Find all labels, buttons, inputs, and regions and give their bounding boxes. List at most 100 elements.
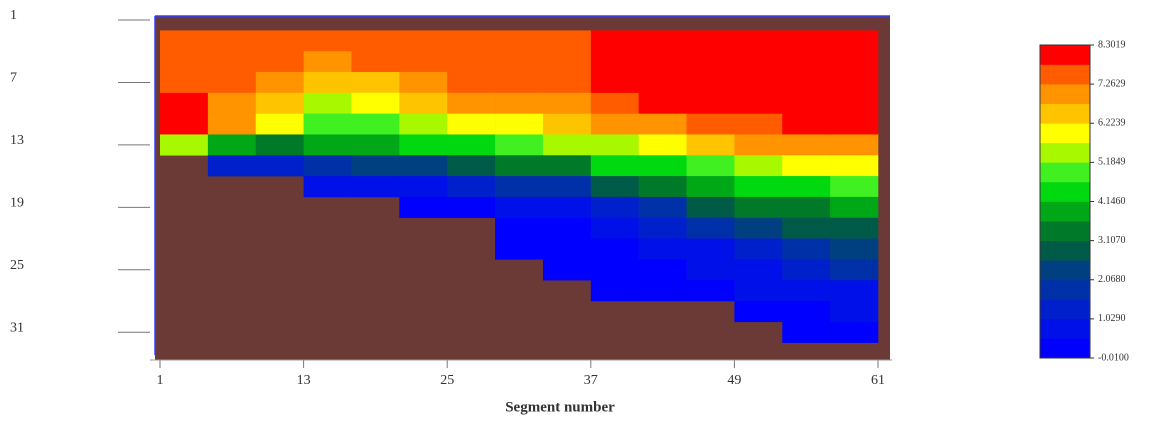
heat-cell — [734, 155, 783, 177]
heat-cell — [638, 72, 687, 94]
heat-cell — [734, 300, 783, 323]
x-tick-label: 49 — [727, 373, 741, 388]
heat-cell — [686, 92, 735, 114]
heat-cell — [542, 176, 592, 198]
heat-cell — [207, 30, 257, 52]
heat-cell — [686, 280, 735, 302]
x-tick-label: 13 — [297, 373, 311, 388]
heat-cell — [830, 321, 879, 343]
heat-cell — [590, 155, 639, 177]
heat-cell — [638, 155, 687, 177]
heat-cell — [303, 92, 352, 114]
heat-cell — [447, 134, 496, 156]
heat-cell — [638, 238, 687, 260]
colorbar-step — [1040, 123, 1090, 144]
heat-cell — [734, 259, 783, 281]
heat-cell — [734, 280, 783, 302]
heat-cell — [255, 155, 304, 177]
heat-cell — [351, 134, 400, 156]
colorbar-tick-label: 8.3019 — [1098, 39, 1126, 50]
heat-cell — [734, 30, 783, 52]
colorbar-step — [1040, 142, 1090, 163]
heat-cell — [782, 155, 831, 177]
heat-cell — [495, 238, 544, 260]
heat-cell — [734, 113, 783, 135]
heat-cell — [399, 72, 448, 94]
heat-cell — [542, 259, 592, 281]
heat-cell — [590, 92, 639, 114]
heat-cell — [782, 217, 831, 239]
x-axis-label: Segment number — [505, 399, 615, 415]
colorbar-step — [1040, 221, 1090, 241]
heat-cell — [686, 134, 735, 156]
heat-cell — [351, 113, 400, 135]
heat-cell — [351, 72, 400, 94]
heat-cell — [830, 217, 879, 239]
heat-cell — [303, 155, 352, 177]
heat-cell — [782, 51, 831, 73]
heat-cell — [495, 134, 544, 156]
heat-cell — [830, 238, 879, 260]
heat-cell — [638, 134, 687, 156]
heat-cell — [686, 176, 735, 198]
heat-cell — [686, 217, 735, 239]
heat-cell — [495, 72, 544, 94]
heat-cell — [590, 238, 639, 260]
heat-cell — [782, 259, 831, 281]
heat-cell — [495, 155, 544, 177]
heat-cell — [542, 217, 592, 239]
heat-cell — [830, 51, 879, 73]
heat-cell — [782, 30, 831, 52]
heat-cell — [830, 30, 879, 52]
colorbar-step — [1040, 162, 1090, 183]
heat-cell — [399, 155, 448, 177]
heat-cell — [447, 113, 496, 135]
heat-cell — [590, 51, 639, 73]
heat-cell — [495, 196, 544, 219]
heat-cell — [782, 176, 831, 198]
heat-cell — [590, 176, 639, 198]
colorbar-tick-label: 1.0290 — [1098, 313, 1126, 324]
heat-cell — [686, 196, 735, 219]
colorbar-step — [1040, 84, 1090, 104]
heat-cell — [447, 196, 496, 219]
heat-cell — [351, 51, 400, 73]
heat-cell — [542, 51, 592, 73]
colorbar-tick-label: 5.1849 — [1098, 157, 1126, 168]
colorbar-step — [1040, 103, 1090, 124]
heat-cell — [734, 196, 783, 219]
heat-cell — [207, 72, 257, 94]
heat-cell — [447, 176, 496, 198]
colorbar-step — [1040, 279, 1090, 300]
heat-cell — [399, 51, 448, 73]
heat-cell — [351, 155, 400, 177]
heat-cell — [495, 113, 544, 135]
colorbar-tick-label: 4.1460 — [1098, 196, 1126, 207]
colorbar-step — [1040, 64, 1090, 85]
heat-cell — [638, 113, 687, 135]
colorbar-step — [1040, 318, 1090, 339]
colorbar-step — [1040, 181, 1090, 202]
heat-cell — [734, 72, 783, 94]
heat-cell — [255, 92, 304, 114]
heat-cell — [638, 30, 687, 52]
heat-cell — [255, 51, 304, 73]
y-tick-label: 25 — [10, 258, 24, 273]
heat-cell — [590, 217, 639, 239]
heat-cell — [160, 51, 209, 73]
heat-cell — [686, 51, 735, 73]
heat-cell — [590, 259, 639, 281]
heat-cell — [495, 51, 544, 73]
colorbar-tick-label: -0.0100 — [1098, 352, 1129, 363]
heat-cell — [830, 155, 879, 177]
heat-cell — [399, 196, 448, 219]
heat-cell — [830, 280, 879, 302]
heat-cell — [590, 280, 639, 302]
heat-cell — [782, 280, 831, 302]
heat-cell — [542, 72, 592, 94]
heat-cell — [686, 72, 735, 94]
y-tick-label: 31 — [10, 320, 24, 335]
colorbar-step — [1040, 260, 1090, 281]
heat-cell — [782, 113, 831, 135]
